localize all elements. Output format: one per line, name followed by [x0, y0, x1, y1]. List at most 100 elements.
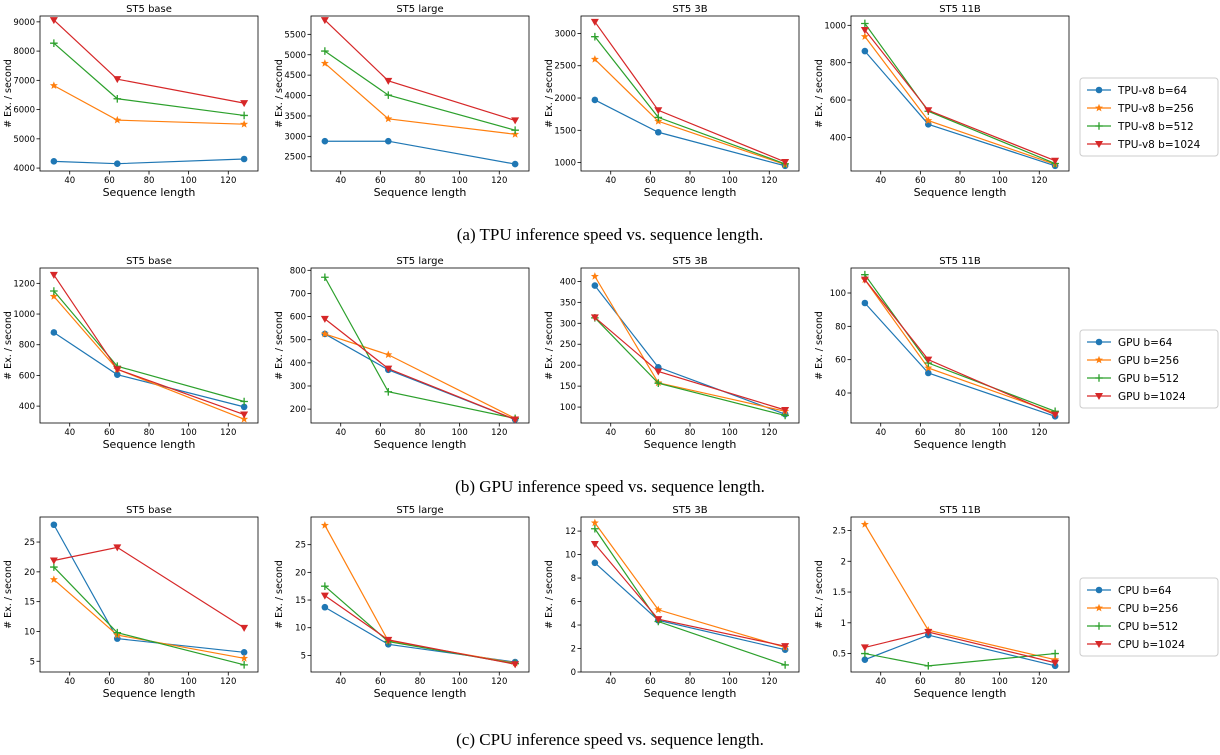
x-tick-label: 120 [761, 176, 777, 186]
x-tick-label: 60 [104, 428, 115, 438]
data-point [1051, 655, 1060, 664]
y-axis-label: # Ex. / second [274, 311, 285, 380]
legend-entry: GPU b=256 [1118, 355, 1179, 367]
chart-title: ST5 11B [939, 505, 981, 516]
series-line [864, 29, 1056, 162]
data-point [240, 120, 249, 128]
data-point [924, 369, 932, 377]
data-point [591, 524, 599, 533]
data-point [50, 329, 58, 336]
x-axis-label: Sequence length [644, 186, 737, 199]
data-point [384, 77, 393, 85]
y-axis-label: # Ex. / second [814, 59, 825, 128]
y-tick-label: 4000 [284, 92, 306, 102]
series-line [594, 36, 786, 165]
x-tick-label: 80 [415, 176, 426, 186]
legend-marker [1095, 393, 1103, 400]
data-point [320, 329, 329, 338]
chart-title: ST5 base [126, 505, 172, 516]
data-point [654, 107, 663, 115]
x-tick-label: 120 [491, 428, 507, 438]
data-point [320, 521, 329, 529]
data-point [590, 18, 599, 26]
series-line [324, 525, 516, 664]
data-point [860, 27, 869, 35]
data-point [384, 114, 393, 123]
chart-title: ST5 large [396, 505, 443, 516]
plot-frame [39, 15, 259, 172]
legend-marker [1095, 586, 1103, 594]
chart-panel: ST5 3B 40 60 80 100 120 0 2 4 6 8 10 12 Sequence leng… [544, 505, 800, 700]
x-tick-label: 120 [491, 176, 507, 186]
data-point [50, 521, 58, 529]
legend-marker [1095, 86, 1103, 94]
data-point [1051, 649, 1059, 658]
y-tick-label: 80 [835, 322, 846, 332]
chart-title: ST5 large [396, 4, 443, 15]
x-tick-label: 40 [335, 428, 346, 438]
data-point [591, 282, 599, 289]
legend-box [1079, 577, 1219, 657]
y-tick-label: 5000 [13, 135, 35, 145]
data-point [49, 17, 58, 25]
y-tick-label: 2000 [554, 94, 576, 104]
y-axis-label: # Ex. / second [814, 311, 825, 380]
legend-entry: GPU b=512 [1118, 373, 1179, 385]
y-tick-label: 15 [295, 596, 306, 606]
x-tick-label: 40 [875, 428, 886, 438]
x-tick-label: 80 [685, 428, 696, 438]
data-point [511, 661, 520, 669]
series-line [53, 290, 245, 403]
y-axis-label: # Ex. / second [544, 560, 555, 629]
series-line [864, 274, 1056, 412]
data-point [781, 158, 790, 166]
y-tick-label: 800 [290, 266, 306, 276]
y-tick-label: 2 [571, 645, 576, 655]
x-tick-label: 60 [104, 176, 115, 186]
data-point [240, 654, 249, 662]
y-tick-label: 150 [560, 382, 576, 392]
y-tick-label: 5 [301, 651, 306, 661]
series-line [53, 566, 245, 666]
y-tick-label: 2 [841, 557, 846, 567]
data-point [113, 628, 122, 637]
data-point [924, 116, 933, 124]
x-axis-label: Sequence length [103, 687, 196, 700]
data-point [511, 117, 520, 125]
x-tick-label: 100 [181, 176, 197, 186]
chart-panel: ST5 11B 40 60 80 100 120 0.5 1 1.5 2 2.5 Sequence l… [814, 505, 1070, 700]
data-point [113, 544, 122, 552]
y-tick-label: 2500 [284, 153, 306, 163]
data-point [1051, 411, 1060, 419]
data-point [384, 350, 393, 359]
y-tick-label: 1000 [13, 310, 35, 320]
data-point [49, 557, 58, 565]
data-point [860, 644, 869, 652]
data-point [654, 368, 663, 376]
data-point [240, 111, 248, 120]
series-line [594, 285, 786, 415]
data-point [924, 107, 933, 115]
y-tick-label: 1200 [13, 279, 35, 289]
data-point [49, 271, 58, 279]
chart-title: ST5 base [126, 256, 172, 267]
x-tick-label: 100 [992, 677, 1008, 687]
y-tick-label: 400 [19, 402, 35, 412]
x-tick-label: 40 [875, 176, 886, 186]
series-line [864, 36, 1056, 165]
data-point [240, 403, 248, 411]
data-point [384, 365, 393, 373]
legend-marker [1095, 141, 1103, 148]
y-tick-label: 10 [295, 624, 306, 634]
data-point [591, 96, 599, 104]
y-tick-label: 1000 [554, 159, 576, 169]
series-line [594, 522, 786, 648]
legend-entry: CPU b=256 [1118, 603, 1179, 615]
data-point [924, 356, 933, 364]
data-point [240, 397, 248, 406]
x-tick-label: 120 [220, 176, 236, 186]
data-point [240, 155, 248, 163]
y-tick-label: 0.5 [832, 650, 846, 660]
data-point [924, 629, 933, 637]
series-line [53, 524, 245, 653]
